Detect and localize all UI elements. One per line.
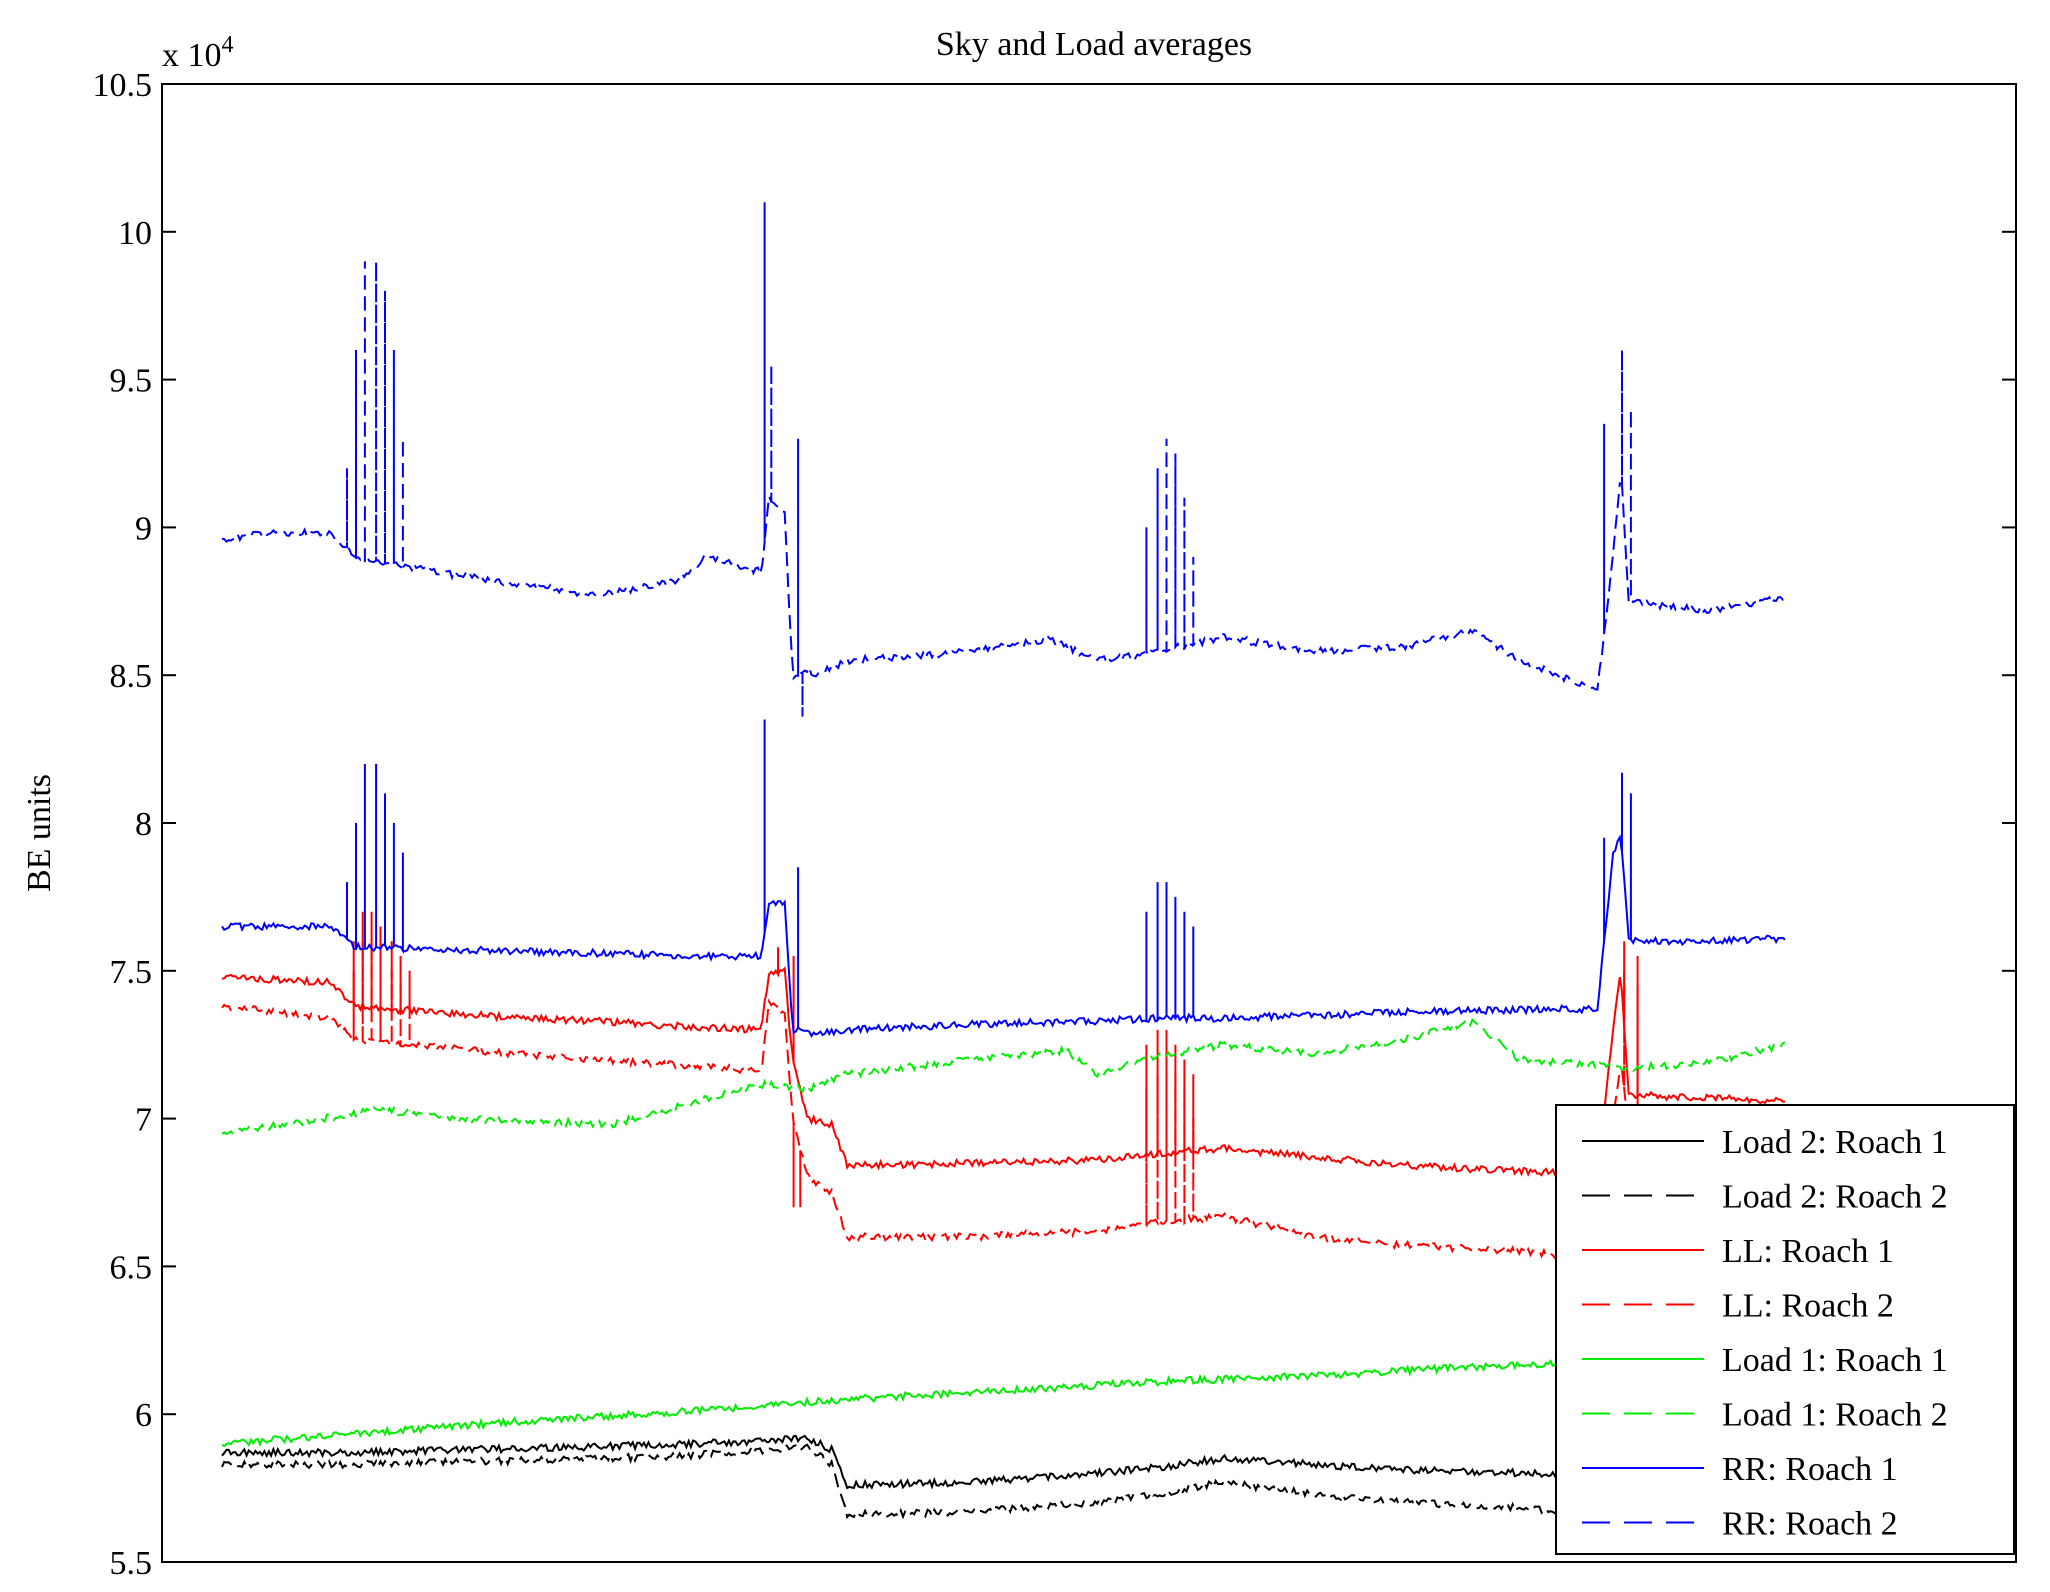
- y-tick-label: 7.5: [110, 954, 153, 991]
- series-line: [221, 1018, 1786, 1136]
- y-axis-label: BE units: [21, 774, 58, 892]
- series-line: [221, 941, 1786, 1268]
- series-line: [221, 911, 1786, 1179]
- legend-label: Load 1: Roach 1: [1722, 1342, 1948, 1379]
- y-tick-label: 8: [135, 806, 152, 843]
- series-line: [221, 1349, 1786, 1448]
- legend-label: RR: Roach 2: [1722, 1506, 1898, 1543]
- y-tick-label: 8.5: [110, 658, 153, 695]
- y-tick-label: 6.5: [110, 1249, 153, 1286]
- series-line: [221, 1381, 1786, 1490]
- series-group: [221, 202, 1786, 1520]
- y-tick-label: 6: [135, 1397, 152, 1434]
- series-line: [221, 719, 1786, 1038]
- y-ticks: 5.5 6 6.5 7 7.5 8 8.5 9 9.5 10 10.5: [93, 67, 2016, 1582]
- legend-label: RR: Roach 1: [1722, 1451, 1898, 1488]
- series-line: [221, 1404, 1786, 1520]
- legend-label: Load 1: Roach 2: [1722, 1397, 1948, 1434]
- y-tick-label: 5.5: [110, 1545, 153, 1582]
- plot-area: [221, 202, 1786, 1520]
- y-tick-label: 10.5: [93, 67, 153, 104]
- legend-label: Load 2: Roach 2: [1722, 1179, 1948, 1216]
- y-tick-label: 7: [135, 1102, 152, 1139]
- y-multiplier-base: x 10: [162, 37, 222, 74]
- legend-label: Load 2: Roach 1: [1722, 1124, 1948, 1161]
- legend-box: [1555, 1104, 2015, 1555]
- y-multiplier-exponent: 4: [222, 32, 234, 58]
- series-line: [221, 202, 1786, 717]
- legend-label: LL: Roach 1: [1722, 1233, 1894, 1270]
- y-multiplier-label: x 104: [162, 32, 234, 74]
- y-tick-label: 9: [135, 510, 152, 547]
- y-tick-label: 9.5: [110, 363, 153, 400]
- y-tick-label: 10: [118, 215, 152, 252]
- plot-frame: [161, 83, 2017, 1563]
- chart-title: Sky and Load averages: [936, 26, 1252, 63]
- legend-label: LL: Roach 2: [1722, 1288, 1894, 1325]
- legend: Load 2: Roach 1 Load 2: Roach 2 LL: Roach …: [1555, 1104, 2015, 1555]
